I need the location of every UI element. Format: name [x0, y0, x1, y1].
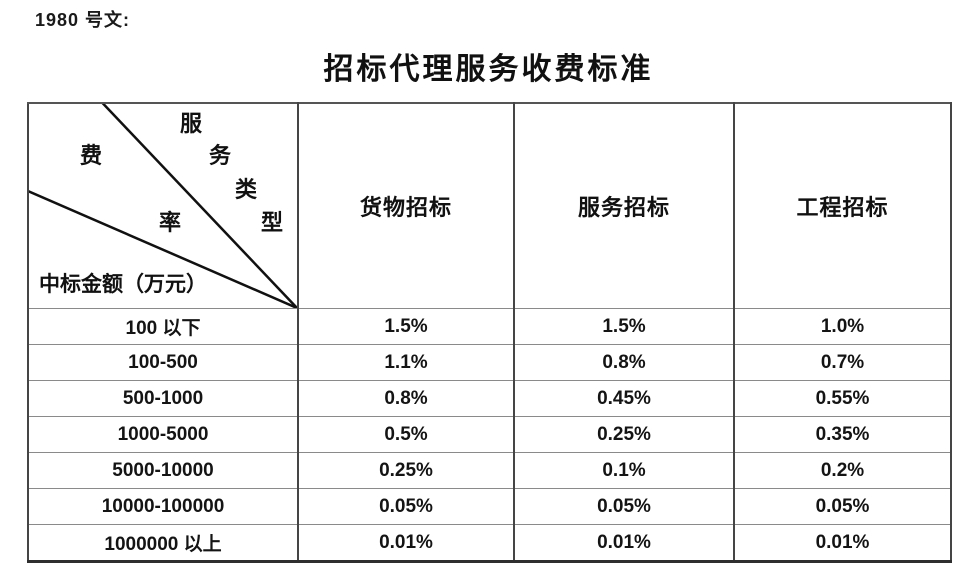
rate-cell: 0.45%: [513, 380, 735, 417]
column-header-goods: 货物招标: [297, 102, 515, 309]
corner-char-type3: 类: [234, 177, 258, 203]
table-row: 100-500 1.1% 0.8% 0.7%: [27, 344, 952, 381]
rate-cell: 1.1%: [297, 344, 515, 381]
header-row: 费 率 服 务 类 型 中标金额（万元） 货物招标 服务招标 工程招标: [27, 102, 952, 309]
corner-amount-label: 中标金额（万元）: [39, 271, 207, 296]
amount-cell: 100 以下: [27, 308, 299, 345]
fee-standard-table: 费 率 服 务 类 型 中标金额（万元） 货物招标 服务招标 工程招标 100 …: [27, 102, 952, 563]
amount-cell: 500-1000: [27, 380, 299, 417]
rate-cell: 0.1%: [513, 452, 735, 489]
amount-cell: 5000-10000: [27, 452, 299, 489]
table-row: 1000-5000 0.5% 0.25% 0.35%: [27, 416, 952, 453]
table-row: 10000-100000 0.05% 0.05% 0.05%: [27, 488, 952, 525]
rate-cell: 0.01%: [733, 524, 952, 563]
rate-cell: 0.35%: [733, 416, 952, 453]
rate-cell: 0.25%: [297, 452, 515, 489]
diagonal-lines: [30, 104, 296, 308]
rate-cell: 0.05%: [297, 488, 515, 525]
rate-cell: 0.01%: [513, 524, 735, 563]
amount-cell: 10000-100000: [27, 488, 299, 525]
rate-cell: 0.55%: [733, 380, 952, 417]
table-row: 1000000 以上 0.01% 0.01% 0.01%: [27, 524, 952, 563]
rate-cell: 0.2%: [733, 452, 952, 489]
corner-char-type2: 务: [208, 143, 232, 169]
corner-char-fee: 费: [79, 143, 103, 169]
doc-number-label: 1980 号文:: [35, 10, 131, 30]
rate-cell: 0.05%: [513, 488, 735, 525]
corner-char-type1: 服: [179, 111, 203, 137]
table-row: 5000-10000 0.25% 0.1% 0.2%: [27, 452, 952, 489]
amount-cell: 1000-5000: [27, 416, 299, 453]
rate-cell: 1.5%: [513, 308, 735, 345]
corner-char-rate: 率: [158, 210, 182, 236]
amount-cell: 1000000 以上: [27, 524, 299, 563]
page-title: 招标代理服务收费标准: [323, 52, 654, 87]
column-header-services: 服务招标: [513, 102, 735, 309]
amount-cell: 100-500: [27, 344, 299, 381]
diagonal-corner-cell: 费 率 服 务 类 型 中标金额（万元）: [27, 102, 299, 309]
rate-cell: 0.25%: [513, 416, 735, 453]
rate-cell: 0.5%: [297, 416, 515, 453]
rate-cell: 0.8%: [513, 344, 735, 381]
rate-cell: 0.7%: [733, 344, 952, 381]
corner-char-type4: 型: [260, 210, 284, 236]
rate-cell: 1.5%: [297, 308, 515, 345]
table-row: 500-1000 0.8% 0.45% 0.55%: [27, 380, 952, 417]
rate-cell: 1.0%: [733, 308, 952, 345]
table-row: 100 以下 1.5% 1.5% 1.0%: [27, 308, 952, 345]
rate-cell: 0.01%: [297, 524, 515, 563]
rate-cell: 0.05%: [733, 488, 952, 525]
rate-cell: 0.8%: [297, 380, 515, 417]
column-header-works: 工程招标: [733, 102, 952, 309]
